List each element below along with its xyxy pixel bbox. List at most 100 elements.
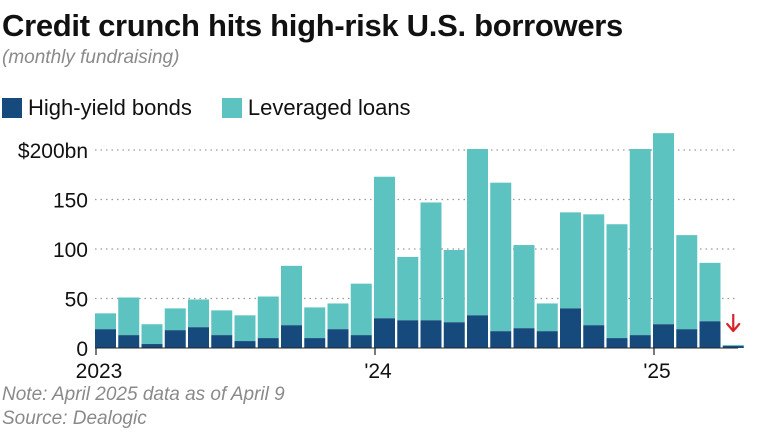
bar-high-yield	[583, 325, 605, 348]
bar-high-yield	[536, 331, 558, 348]
bar-leveraged-loans	[95, 313, 116, 330]
y-tick-label: 0	[76, 338, 88, 361]
bar-stack	[95, 313, 116, 348]
bar-leveraged-loans	[420, 202, 442, 321]
y-tick-label: 100	[53, 239, 88, 262]
bar-stack	[234, 315, 256, 348]
legend-item-leveraged-loans: Leveraged loans	[221, 95, 411, 121]
bar-high-yield	[653, 324, 674, 348]
bar-high-yield	[467, 315, 488, 348]
bar-leveraged-loans	[490, 182, 512, 332]
bar-high-yield	[397, 320, 419, 348]
bar-leveraged-loans	[350, 283, 372, 336]
y-tick-label: 50	[65, 289, 88, 312]
bar-stack	[164, 308, 186, 348]
bar-leveraged-loans	[653, 133, 674, 325]
bar-stack	[374, 176, 395, 348]
x-axis-ticks: 2023 '24 '25	[76, 348, 671, 383]
bar-stack	[327, 303, 349, 348]
bar-stack	[443, 249, 465, 348]
legend-swatch-leveraged-loans	[221, 98, 242, 118]
bar-high-yield	[164, 330, 186, 348]
bar-high-yield	[304, 338, 326, 348]
y-tick-label: 150	[53, 190, 88, 213]
bar-stack	[606, 224, 628, 348]
bar-stack	[490, 182, 512, 348]
bar-high-yield	[188, 327, 209, 348]
bar-stack	[141, 324, 163, 348]
annotations	[726, 314, 741, 333]
bar-leveraged-loans	[536, 303, 558, 332]
bar-high-yield	[699, 321, 721, 348]
bar-leveraged-loans	[164, 308, 186, 331]
bar-stack	[699, 262, 721, 348]
chart-subtitle: (monthly fundraising)	[2, 47, 180, 68]
legend-swatch-high-yield	[2, 98, 22, 118]
bar-high-yield	[211, 335, 233, 348]
bar-stack	[304, 307, 326, 348]
bar-leveraged-loans	[560, 212, 581, 309]
bar-leveraged-loans	[583, 214, 605, 326]
bar-high-yield	[234, 341, 256, 348]
note-text: Note: April 2025 data as of April 9	[2, 384, 285, 405]
bar-high-yield	[606, 338, 628, 348]
bar-leveraged-loans	[397, 256, 419, 321]
bar-stack	[118, 297, 140, 348]
bar-leveraged-loans	[606, 224, 628, 339]
bar-leveraged-loans	[281, 265, 302, 326]
bar-stack	[397, 256, 419, 348]
y-axis-ticks: 0 50 100 150 $200bn	[18, 140, 88, 361]
x-tick-label: '24	[364, 360, 392, 383]
bar-leveraged-loans	[234, 315, 256, 342]
bar-stack	[281, 265, 302, 348]
bar-leveraged-loans	[141, 324, 163, 345]
bar-leveraged-loans	[188, 299, 209, 328]
bar-high-yield	[118, 335, 140, 348]
bar-leveraged-loans	[676, 235, 698, 330]
bar-high-yield	[676, 329, 698, 348]
chart-notes: Note: April 2025 data as of April 9 Sour…	[2, 383, 285, 431]
bar-stack	[653, 133, 674, 348]
x-tick-label: 2023	[76, 360, 123, 383]
bar-high-yield	[281, 325, 302, 348]
bar-high-yield	[722, 346, 744, 348]
bar-stack	[629, 149, 651, 348]
bar-high-yield	[629, 335, 651, 348]
bar-leveraged-loans	[374, 176, 395, 319]
bar-high-yield	[350, 335, 372, 348]
bar-stack	[560, 212, 581, 348]
bar-stack	[467, 149, 488, 348]
bar-high-yield	[490, 331, 512, 348]
bar-leveraged-loans	[467, 149, 488, 316]
source-text: Source: Dealogic	[2, 408, 147, 429]
bar-stack	[257, 296, 279, 348]
bar-high-yield	[95, 329, 116, 348]
y-tick-label: $200bn	[18, 140, 88, 163]
bar-high-yield	[420, 320, 442, 348]
bar-leveraged-loans	[629, 149, 651, 336]
bars	[95, 133, 744, 349]
chart-title: Credit crunch hits high-risk U.S. borrow…	[2, 8, 623, 43]
bar-stack	[722, 345, 744, 348]
bar-leveraged-loans	[304, 307, 326, 339]
x-tick-label: '25	[643, 360, 670, 383]
bar-stack	[513, 245, 535, 348]
bar-stack	[188, 299, 209, 348]
bar-high-yield	[141, 344, 163, 348]
bar-leveraged-loans	[722, 345, 744, 347]
bar-leveraged-loans	[257, 296, 279, 339]
bar-high-yield	[327, 329, 349, 348]
down-arrow-icon	[726, 314, 741, 333]
bar-leveraged-loans	[699, 262, 721, 322]
bar-stack	[350, 283, 372, 348]
legend-label-leveraged-loans: Leveraged loans	[247, 95, 411, 120]
bar-high-yield	[374, 318, 395, 348]
bar-stack	[420, 202, 442, 348]
bar-high-yield	[443, 322, 465, 348]
bar-high-yield	[513, 328, 535, 348]
bar-stack	[583, 214, 605, 348]
bar-stack	[676, 235, 698, 348]
bar-stack	[536, 303, 558, 348]
legend-label-high-yield: High-yield bonds	[28, 95, 192, 120]
